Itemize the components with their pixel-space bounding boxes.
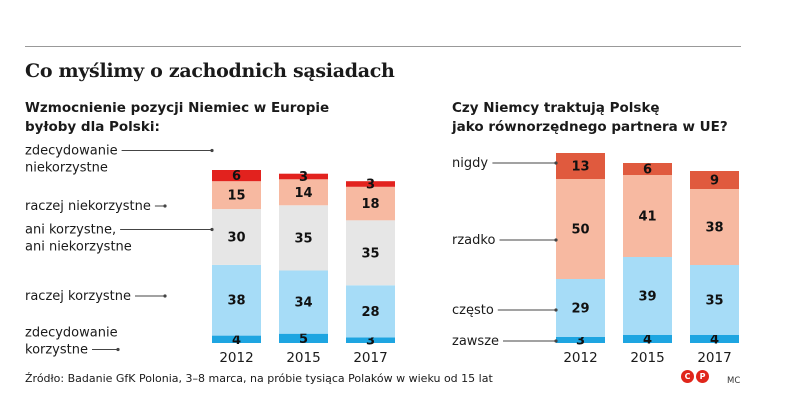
bar-segment-zdecydowanie-korzystne-2017 — [346, 337, 395, 343]
data-label-zdecydowanie-korzystne-2015: 5 — [299, 332, 308, 347]
logo-c-mark: C — [681, 370, 694, 383]
data-label-rzadko-2017: 38 — [705, 221, 723, 236]
x-tick-label-2015: 2015 — [630, 350, 664, 366]
author-initials: MC — [727, 376, 741, 386]
x-tick-label-2017: 2017 — [353, 350, 387, 366]
data-label-ani-korzystne-ani-niekorzystne-2012: 30 — [227, 231, 245, 246]
data-label-nigdy-2012: 13 — [571, 160, 589, 175]
leader-dot-zdecydowanie-korzystne — [116, 347, 120, 352]
bar-segment-nigdy-2017 — [690, 171, 739, 189]
leader-dot-zdecydowanie-niekorzystne — [210, 148, 214, 153]
data-label-zdecydowanie-niekorzystne-2015: 3 — [299, 170, 308, 185]
x-tick-label-2015: 2015 — [286, 350, 320, 366]
leader-dot-rzadko — [554, 238, 558, 242]
x-tick-label-2012: 2012 — [219, 350, 253, 366]
bar-segment-nigdy-2015 — [623, 163, 672, 175]
series-label-raczej-korzystne: raczej korzystne — [25, 289, 131, 304]
data-label-raczej-korzystne-2015: 34 — [294, 296, 312, 311]
bar-segment-zdecydowanie-niekorzystne-2012 — [212, 170, 261, 182]
data-label-zawsze-2012: 3 — [576, 334, 585, 349]
copyright-logo-icon: C P — [681, 370, 711, 383]
bar-segment-czesto-2015 — [623, 257, 672, 335]
chart-left: 438301562012534351432015328351832017zdec… — [25, 144, 395, 366]
data-label-zdecydowanie-korzystne-2017: 3 — [366, 334, 375, 349]
leader-dot-zawsze — [554, 339, 558, 343]
data-label-raczej-korzystne-2012: 38 — [227, 294, 245, 309]
bar-segment-ani-korzystne-ani-niekorzystne-2015 — [279, 205, 328, 271]
leader-dot-nigdy — [554, 161, 558, 165]
data-label-rzadko-2012: 50 — [571, 223, 589, 238]
data-label-zawsze-2015: 4 — [643, 333, 652, 348]
bar-segment-raczej-niekorzystne-2017 — [346, 186, 395, 221]
bar-segment-nigdy-2012 — [556, 153, 605, 179]
chart-right: 3 29 50 13 2012 4 39 41 6 2015 4 35 38 9 2017 zawsze czę… — [452, 153, 739, 366]
series-label-nigdy: nigdy — [452, 156, 488, 171]
data-label-raczej-korzystne-2017: 28 — [361, 305, 379, 320]
series-label-ani-korzystne-ani-niekorzystne: ani korzystne, ani niekorzystne — [25, 223, 132, 255]
bar-segment-zawsze-2012 — [556, 337, 605, 343]
series-label-zdecydowanie-korzystne: zdecydowanie korzystne — [25, 326, 118, 358]
data-label-ani-korzystne-ani-niekorzystne-2015: 35 — [294, 231, 312, 246]
bar-segment-ani-korzystne-ani-niekorzystne-2012 — [212, 209, 261, 265]
data-label-nigdy-2017: 9 — [710, 174, 719, 189]
bar-segment-zdecydowanie-niekorzystne-2015 — [279, 173, 328, 180]
top-divider — [25, 46, 741, 47]
data-label-czesto-2015: 39 — [638, 290, 656, 305]
x-tick-label-2017: 2017 — [697, 350, 731, 366]
series-label-czesto: często — [452, 303, 494, 318]
bar-segment-czesto-2017 — [690, 265, 739, 335]
bar-segment-raczej-korzystne-2017 — [346, 285, 395, 338]
leader-dot-czesto — [554, 308, 558, 312]
bar-segment-zawsze-2017 — [690, 335, 739, 343]
bar-segment-raczej-niekorzystne-2015 — [279, 179, 328, 206]
bar-segment-zdecydowanie-korzystne-2015 — [279, 333, 328, 343]
bar-segment-zawsze-2015 — [623, 335, 672, 343]
series-label-zawsze: zawsze — [452, 334, 499, 349]
chart-right-title: Czy Niemcy traktują Polskę jako równorzęd… — [452, 100, 728, 135]
data-label-raczej-niekorzystne-2017: 18 — [361, 197, 379, 212]
bar-segment-rzadko-2012 — [556, 179, 605, 279]
bar-segment-raczej-niekorzystne-2012 — [212, 181, 261, 210]
leader-dot-raczej-korzystne — [163, 294, 167, 298]
leader-dot-raczej-niekorzystne — [163, 204, 167, 208]
data-label-rzadko-2015: 41 — [638, 210, 656, 225]
series-label-zdecydowanie-niekorzystne: zdecydowanie niekorzystne — [25, 144, 118, 176]
x-tick-label-2012: 2012 — [563, 350, 597, 366]
data-label-zdecydowanie-niekorzystne-2017: 3 — [366, 178, 375, 193]
page-headline: Co myślimy o zachodnich sąsiadach — [25, 60, 395, 82]
data-label-zdecydowanie-korzystne-2012: 4 — [232, 333, 241, 348]
leader-dot-ani-korzystne-ani-niekorzystne — [210, 227, 214, 232]
bar-segment-ani-korzystne-ani-niekorzystne-2017 — [346, 220, 395, 286]
source-note: Źródło: Badanie GfK Polonia, 3–8 marca, … — [25, 372, 493, 385]
series-label-rzadko: rzadko — [452, 233, 495, 248]
data-label-raczej-niekorzystne-2015: 14 — [294, 186, 312, 201]
data-label-zawsze-2017: 4 — [710, 333, 719, 348]
data-label-zdecydowanie-niekorzystne-2012: 6 — [232, 169, 241, 184]
data-label-nigdy-2015: 6 — [643, 163, 652, 178]
data-label-czesto-2012: 29 — [571, 302, 589, 317]
bar-segment-raczej-korzystne-2012 — [212, 264, 261, 336]
series-label-raczej-niekorzystne: raczej niekorzystne — [25, 199, 151, 214]
bar-segment-zdecydowanie-niekorzystne-2017 — [346, 181, 395, 187]
data-label-czesto-2017: 35 — [705, 294, 723, 309]
data-label-raczej-niekorzystne-2012: 15 — [227, 189, 245, 204]
bar-segment-rzadko-2015 — [623, 175, 672, 257]
bar-segment-zdecydowanie-korzystne-2012 — [212, 335, 261, 343]
data-label-ani-korzystne-ani-niekorzystne-2017: 35 — [361, 246, 379, 261]
bar-segment-czesto-2012 — [556, 279, 605, 337]
chart-left-title: Wzmocnienie pozycji Niemiec w Europie był… — [25, 100, 330, 135]
bar-segment-raczej-korzystne-2015 — [279, 270, 328, 334]
bar-segment-rzadko-2017 — [690, 189, 739, 265]
logo-p-mark: P — [696, 370, 709, 383]
